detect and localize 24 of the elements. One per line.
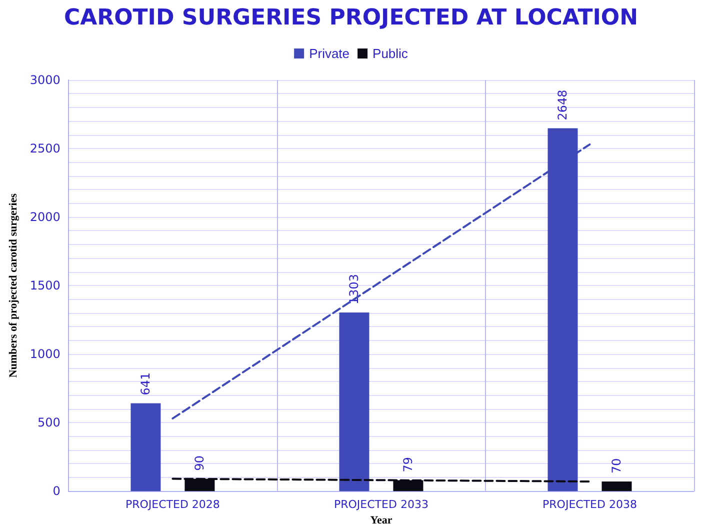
y-tick-label: 500 bbox=[38, 416, 60, 430]
legend-label: Public bbox=[372, 46, 408, 61]
data-label: 79 bbox=[401, 456, 416, 472]
x-tick-label: PROJECTED 2028 bbox=[125, 498, 220, 512]
bar bbox=[602, 482, 632, 492]
y-tick-label: 1500 bbox=[30, 278, 60, 293]
y-tick-label: 2500 bbox=[30, 142, 60, 156]
data-label: 1303 bbox=[347, 274, 362, 305]
y-tick-label: 3000 bbox=[30, 73, 60, 87]
x-tick-label: PROJECTED 2038 bbox=[542, 498, 637, 512]
data-label: 2648 bbox=[556, 90, 570, 120]
x-axis-title: Year bbox=[370, 514, 392, 526]
legend-label: Private bbox=[309, 46, 350, 61]
data-label: 70 bbox=[610, 458, 624, 474]
y-tick-label: 2000 bbox=[30, 210, 60, 224]
data-label: 641 bbox=[138, 372, 153, 396]
bar bbox=[130, 403, 161, 492]
y-tick-label: 0 bbox=[52, 484, 60, 498]
x-tick-label: PROJECTED 2033 bbox=[334, 498, 428, 512]
chart-title: CAROTID SURGERIES PROJECTED AT LOCATION bbox=[64, 6, 638, 30]
data-label: 90 bbox=[192, 455, 207, 471]
bar bbox=[339, 312, 370, 492]
y-tick-label: 1000 bbox=[30, 347, 60, 362]
y-axis-title: Numbers of projected carotid surgeries bbox=[8, 192, 20, 378]
